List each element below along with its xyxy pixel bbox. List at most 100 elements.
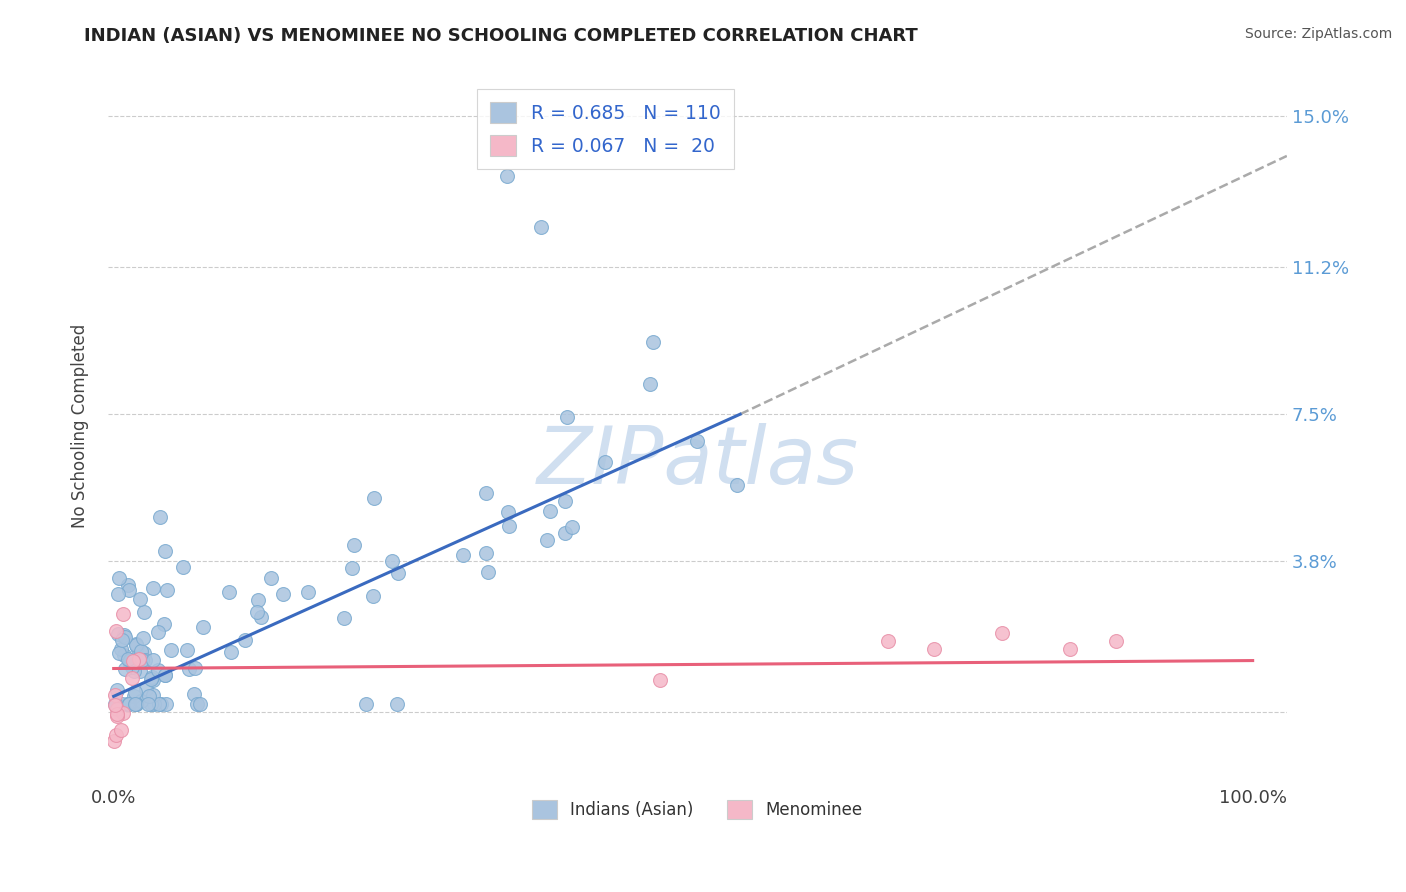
Text: ZIPatlas: ZIPatlas <box>536 423 859 501</box>
Point <box>153 668 176 682</box>
Point <box>153 617 176 632</box>
Point <box>155 698 177 712</box>
Point <box>153 668 176 682</box>
Point <box>135 681 157 696</box>
Point <box>638 377 661 392</box>
Point <box>184 660 207 674</box>
Point <box>121 671 143 685</box>
Point <box>125 638 148 652</box>
Point <box>343 538 366 552</box>
Point <box>340 560 363 574</box>
Point <box>991 625 1014 640</box>
Point <box>451 549 474 563</box>
Text: Source: ZipAtlas.com: Source: ZipAtlas.com <box>1244 27 1392 41</box>
Point <box>149 510 172 524</box>
Point <box>877 633 900 648</box>
Point <box>112 628 135 642</box>
Point <box>498 505 520 519</box>
Point <box>122 654 145 668</box>
Point <box>561 520 583 534</box>
Point <box>131 653 153 667</box>
Point <box>111 698 134 712</box>
Point <box>727 477 749 491</box>
Point <box>650 673 672 688</box>
Point <box>530 220 553 235</box>
Point <box>111 706 134 720</box>
Point <box>179 662 201 676</box>
Point <box>219 645 242 659</box>
Point <box>176 642 198 657</box>
Point <box>141 698 163 712</box>
Point <box>146 624 169 639</box>
Y-axis label: No Schooling Completed: No Schooling Completed <box>72 324 89 528</box>
Point <box>641 334 664 349</box>
Point <box>136 698 159 712</box>
Point <box>477 565 499 579</box>
Point <box>250 610 273 624</box>
Point <box>117 652 139 666</box>
Point <box>105 709 128 723</box>
Point <box>128 665 150 679</box>
Text: INDIAN (ASIAN) VS MENOMINEE NO SCHOOLING COMPLETED CORRELATION CHART: INDIAN (ASIAN) VS MENOMINEE NO SCHOOLING… <box>84 27 918 45</box>
Legend: Indians (Asian), Menominee: Indians (Asian), Menominee <box>526 793 869 825</box>
Point <box>188 698 211 712</box>
Point <box>922 641 945 656</box>
Point <box>105 624 128 638</box>
Point <box>132 646 155 660</box>
Point <box>333 611 356 625</box>
Point <box>131 644 153 658</box>
Point <box>107 571 129 585</box>
Point <box>1105 633 1128 648</box>
Point <box>132 631 155 645</box>
Point <box>121 659 143 673</box>
Point <box>104 698 127 712</box>
Point <box>260 571 283 585</box>
Point <box>536 533 558 547</box>
Point <box>554 494 576 508</box>
Point <box>555 409 578 424</box>
Point <box>183 687 205 701</box>
Point <box>124 698 146 712</box>
Point <box>105 682 128 697</box>
Point <box>141 670 163 684</box>
Point <box>686 434 709 448</box>
Point <box>118 698 141 712</box>
Point <box>114 630 136 644</box>
Point <box>111 632 134 647</box>
Point <box>124 684 146 698</box>
Point <box>1059 641 1081 656</box>
Point <box>160 643 183 657</box>
Point <box>498 519 520 533</box>
Point <box>593 454 616 468</box>
Point <box>129 694 152 708</box>
Point <box>108 646 131 660</box>
Point <box>107 587 129 601</box>
Point <box>554 526 576 541</box>
Point <box>125 698 148 712</box>
Point <box>142 673 165 687</box>
Point <box>142 653 165 667</box>
Point <box>363 589 385 603</box>
Point <box>120 657 142 671</box>
Point <box>387 566 409 581</box>
Point <box>105 728 128 742</box>
Point <box>142 581 165 595</box>
Point <box>114 662 136 676</box>
Point <box>148 664 170 678</box>
Point <box>354 698 377 712</box>
Point <box>142 689 165 703</box>
Point <box>128 651 150 665</box>
Point <box>110 642 132 657</box>
Point <box>156 582 179 597</box>
Point <box>148 698 170 712</box>
Point <box>105 698 128 712</box>
Point <box>186 697 208 711</box>
Point <box>104 688 127 702</box>
Point <box>172 559 194 574</box>
Point <box>111 607 134 621</box>
Point <box>112 648 135 663</box>
Point <box>381 554 404 568</box>
Point <box>103 733 125 747</box>
Point <box>125 640 148 655</box>
Point <box>117 698 139 712</box>
